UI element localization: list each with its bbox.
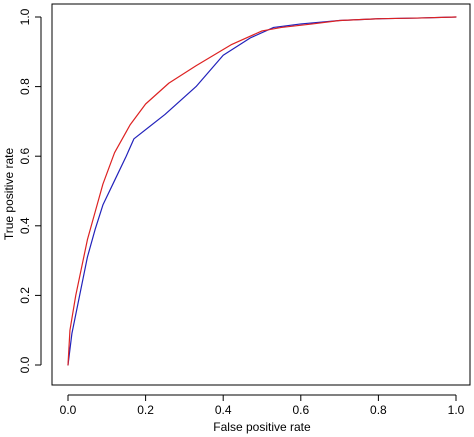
x-axis-title: False positive rate bbox=[213, 420, 311, 434]
roc-curve-2 bbox=[67, 16, 457, 366]
roc-curve-1 bbox=[67, 16, 457, 366]
y-tick-label: 0.0 bbox=[18, 356, 32, 373]
x-tick-label: 1.0 bbox=[448, 403, 465, 417]
y-axis: 0.0 0.2 0.4 0.6 0.8 1.0 bbox=[18, 8, 42, 373]
y-tick-label: 1.0 bbox=[18, 8, 32, 25]
x-tick-label: 0.6 bbox=[292, 403, 309, 417]
y-tick-label: 0.4 bbox=[18, 217, 32, 234]
plot-area-box bbox=[51, 3, 471, 386]
y-tick-label: 0.2 bbox=[18, 287, 32, 304]
x-tick-label: 0.8 bbox=[370, 403, 387, 417]
x-tick-label: 0.0 bbox=[60, 403, 77, 417]
y-tick-label: 0.8 bbox=[18, 78, 32, 95]
x-tick-label: 0.2 bbox=[137, 403, 154, 417]
y-axis-title: True positive rate bbox=[2, 148, 16, 241]
y-tick-label: 0.6 bbox=[18, 148, 32, 165]
series-group bbox=[67, 16, 457, 366]
x-tick-label: 0.4 bbox=[215, 403, 232, 417]
x-axis: 0.0 0.2 0.4 0.6 0.8 1.0 bbox=[60, 394, 465, 417]
